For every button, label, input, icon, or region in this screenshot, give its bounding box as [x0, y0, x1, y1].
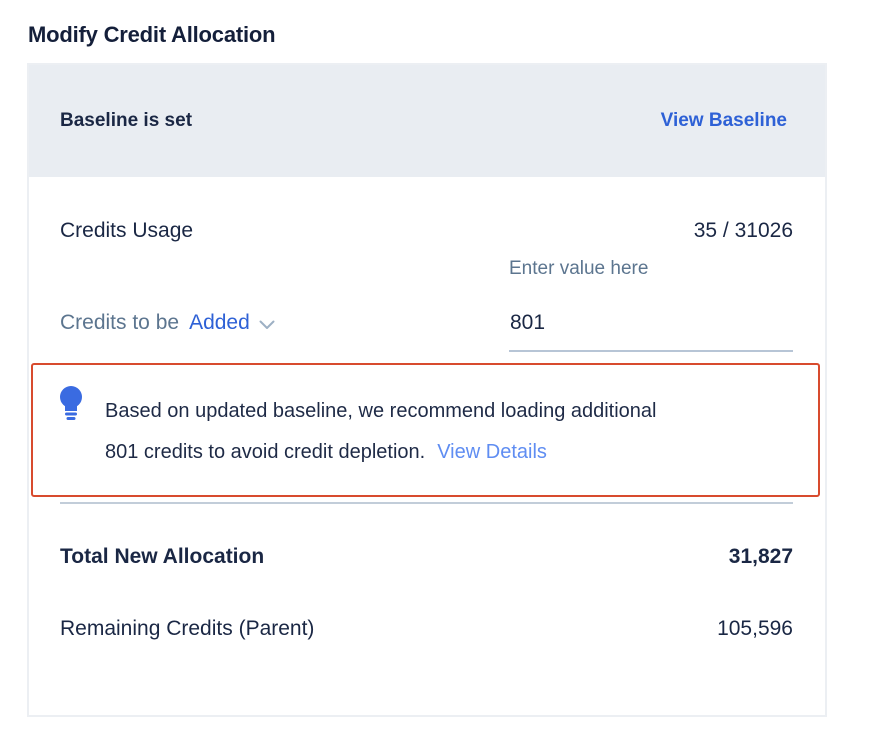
total-new-allocation-row: Total New Allocation 31,827 — [29, 544, 825, 569]
section-divider — [60, 502, 793, 504]
baseline-status-bar: Baseline is set View Baseline — [29, 65, 825, 177]
credits-mode-selector[interactable]: Credits to be Added — [60, 311, 275, 335]
recommendation-callout: Based on updated baseline, we recommend … — [31, 363, 820, 497]
credits-to-be-label: Credits to be — [60, 311, 180, 334]
remaining-credits-row: Remaining Credits (Parent) 105,596 — [29, 616, 825, 641]
remaining-credits-label: Remaining Credits (Parent) — [60, 617, 315, 640]
total-new-allocation-value: 31,827 — [728, 545, 793, 568]
total-new-allocation-label: Total New Allocation — [60, 545, 265, 568]
view-baseline-link[interactable]: View Baseline — [660, 110, 787, 131]
credits-usage-value: 35 / 31026 — [693, 219, 793, 242]
recommendation-line1: Based on updated baseline, we recommend … — [105, 400, 657, 422]
credit-amount-input[interactable] — [509, 312, 793, 352]
credit-amount-label: Enter value here — [509, 258, 649, 279]
credits-usage-row: Credits Usage 35 / 31026 — [29, 219, 825, 243]
view-details-link[interactable]: View Details — [437, 441, 547, 463]
credit-amount-field: Enter value here — [509, 258, 793, 352]
chevron-down-icon[interactable] — [259, 320, 275, 330]
lightbulb-icon — [60, 386, 82, 420]
page-title: Modify Credit Allocation — [28, 22, 276, 47]
recommendation-text: Based on updated baseline, we recommend … — [105, 391, 800, 473]
credits-usage-label: Credits Usage — [60, 219, 194, 242]
credits-mode-value[interactable]: Added — [189, 311, 250, 334]
baseline-status-text: Baseline is set — [60, 110, 193, 131]
remaining-credits-value: 105,596 — [717, 617, 793, 640]
recommendation-line2: 801 credits to avoid credit depletion. — [105, 441, 426, 463]
credit-allocation-panel: Baseline is set View Baseline Credits Us… — [27, 63, 827, 717]
credits-field-row: Credits to be Added Enter value here — [29, 258, 825, 352]
